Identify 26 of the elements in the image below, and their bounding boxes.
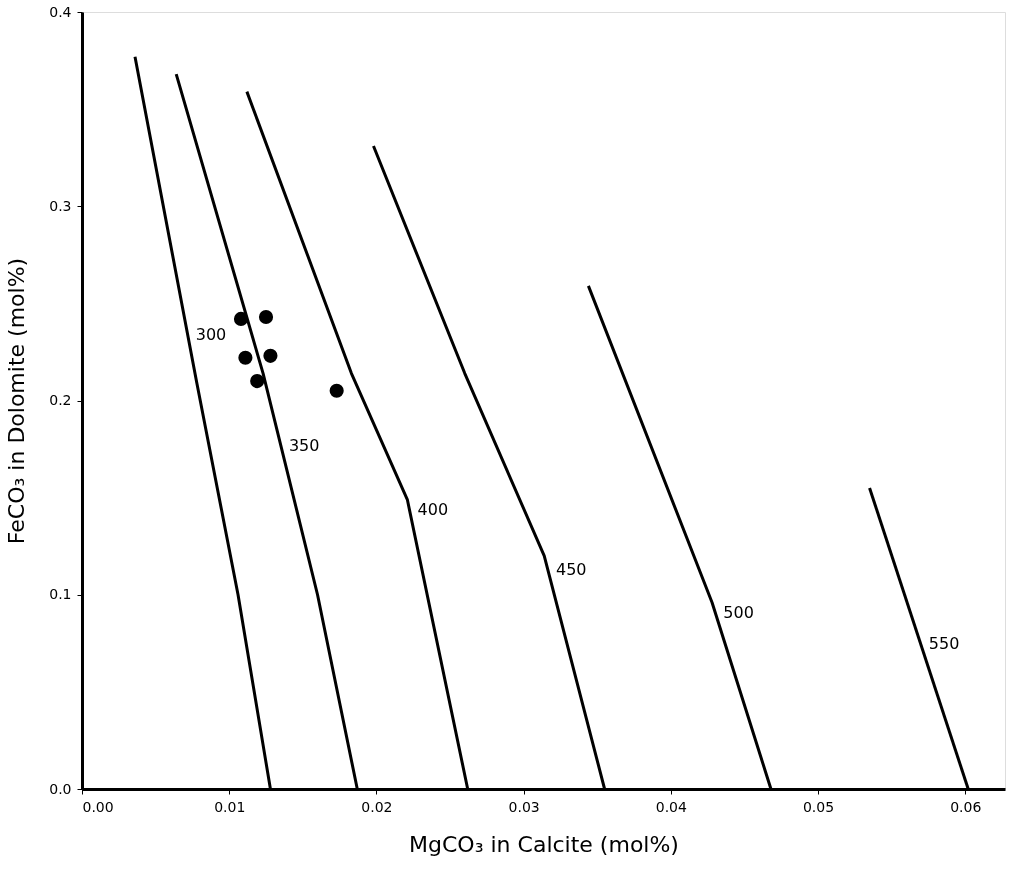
series-label: 350 bbox=[288, 435, 320, 455]
point bbox=[238, 350, 253, 365]
y-tick-label: 0.0 bbox=[49, 780, 72, 797]
series-label: 400 bbox=[417, 500, 449, 520]
series-label: 300 bbox=[195, 324, 227, 344]
point bbox=[329, 383, 344, 398]
y-tick-label: 0.2 bbox=[49, 392, 72, 408]
series-label: 450 bbox=[555, 560, 587, 580]
x-tick-label: 0.03 bbox=[508, 798, 540, 815]
x-tick-label: 0.06 bbox=[950, 798, 982, 815]
y-tick-label: 0.1 bbox=[49, 586, 72, 603]
x-axis-title: MgCO₃ in Calcite (mol%) bbox=[409, 831, 679, 857]
y-tick-label: 0.3 bbox=[49, 197, 72, 214]
series-label: 500 bbox=[723, 602, 754, 622]
x-tick-label: 0.00 bbox=[82, 798, 114, 815]
x-tick-label: 0.02 bbox=[361, 798, 393, 815]
y-tick-label: 0.4 bbox=[49, 3, 72, 20]
x-tick-label: 0.01 bbox=[214, 798, 246, 815]
point bbox=[233, 311, 249, 326]
point bbox=[250, 374, 265, 389]
x-tick-label: 0.05 bbox=[802, 798, 835, 815]
x-tick-label: 0.04 bbox=[655, 798, 688, 815]
point bbox=[258, 309, 274, 325]
series-label: 550 bbox=[928, 634, 960, 654]
point bbox=[263, 348, 278, 363]
y-axis-title: FeCO₃ in Dolomite (mol%) bbox=[4, 257, 30, 545]
